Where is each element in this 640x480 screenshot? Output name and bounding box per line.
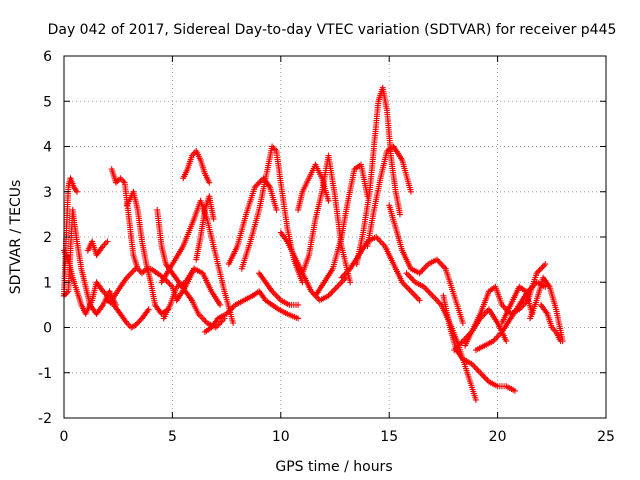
series-sat-ad [498,283,536,326]
series-markers [498,283,536,326]
series-markers [84,238,111,259]
series-markers [160,265,224,322]
series-markers [364,143,414,250]
grid [64,56,606,418]
series-markers [295,161,332,213]
chart-title: Day 042 of 2017, Sidereal Day-to-day VTE… [48,22,617,38]
series-sat-i [180,148,213,186]
series-markers [538,301,564,345]
axis-ticks: 0 5 10 15 20 25 -2 -1 0 1 2 3 4 5 6 [38,49,615,445]
series-markers [123,188,172,317]
y-axis-label: SDTVAR / TECUs [8,180,24,295]
series-markers [158,197,237,326]
series-sat-ae [527,274,566,345]
y-tick-label: -2 [38,411,52,427]
series-sat-r [299,152,354,286]
series-markers [440,292,518,394]
series-sat-f [104,297,152,331]
x-axis-label: GPS time / hours [275,459,392,475]
series-sat-z [440,292,518,394]
series-sat-k [158,197,237,326]
y-tick-label: -1 [38,366,52,382]
y-tick-label: 3 [43,185,52,201]
x-tick-label: 20 [489,429,507,445]
y-tick-label: 0 [43,321,52,337]
y-tick-label: 1 [43,275,52,291]
series-markers [527,274,566,345]
series-sat-g [123,188,172,317]
y-tick-label: 6 [43,49,52,65]
series-markers [104,297,152,331]
series-sat-n [225,175,280,268]
series-markers [312,161,371,299]
series-sat-w [364,143,414,250]
x-tick-label: 10 [272,429,290,445]
series-markers [201,288,302,335]
x-tick-label: 25 [597,429,615,445]
series-sat-m [201,288,302,335]
series-markers [193,193,217,263]
series-markers [256,270,302,308]
x-tick-label: 15 [380,429,398,445]
y-tick-label: 5 [43,94,52,110]
series-sat-p [256,270,302,308]
series-markers [225,175,280,268]
x-tick-label: 0 [60,429,69,445]
series-sat-af [538,301,564,345]
x-tick-label: 5 [168,429,177,445]
data-series [61,84,566,403]
series-sat-t [312,161,371,299]
series-markers [299,152,354,286]
series-sat-q [277,229,349,304]
series-markers [277,229,349,304]
y-tick-label: 2 [43,230,52,246]
series-markers [180,148,213,186]
series-sat-x [386,202,466,326]
series-sat-s [295,161,332,213]
series-sat-d [84,238,111,259]
series-sat-l [193,193,217,263]
series-markers [386,202,466,326]
series-sat-j [160,265,224,322]
y-tick-label: 4 [43,140,52,156]
